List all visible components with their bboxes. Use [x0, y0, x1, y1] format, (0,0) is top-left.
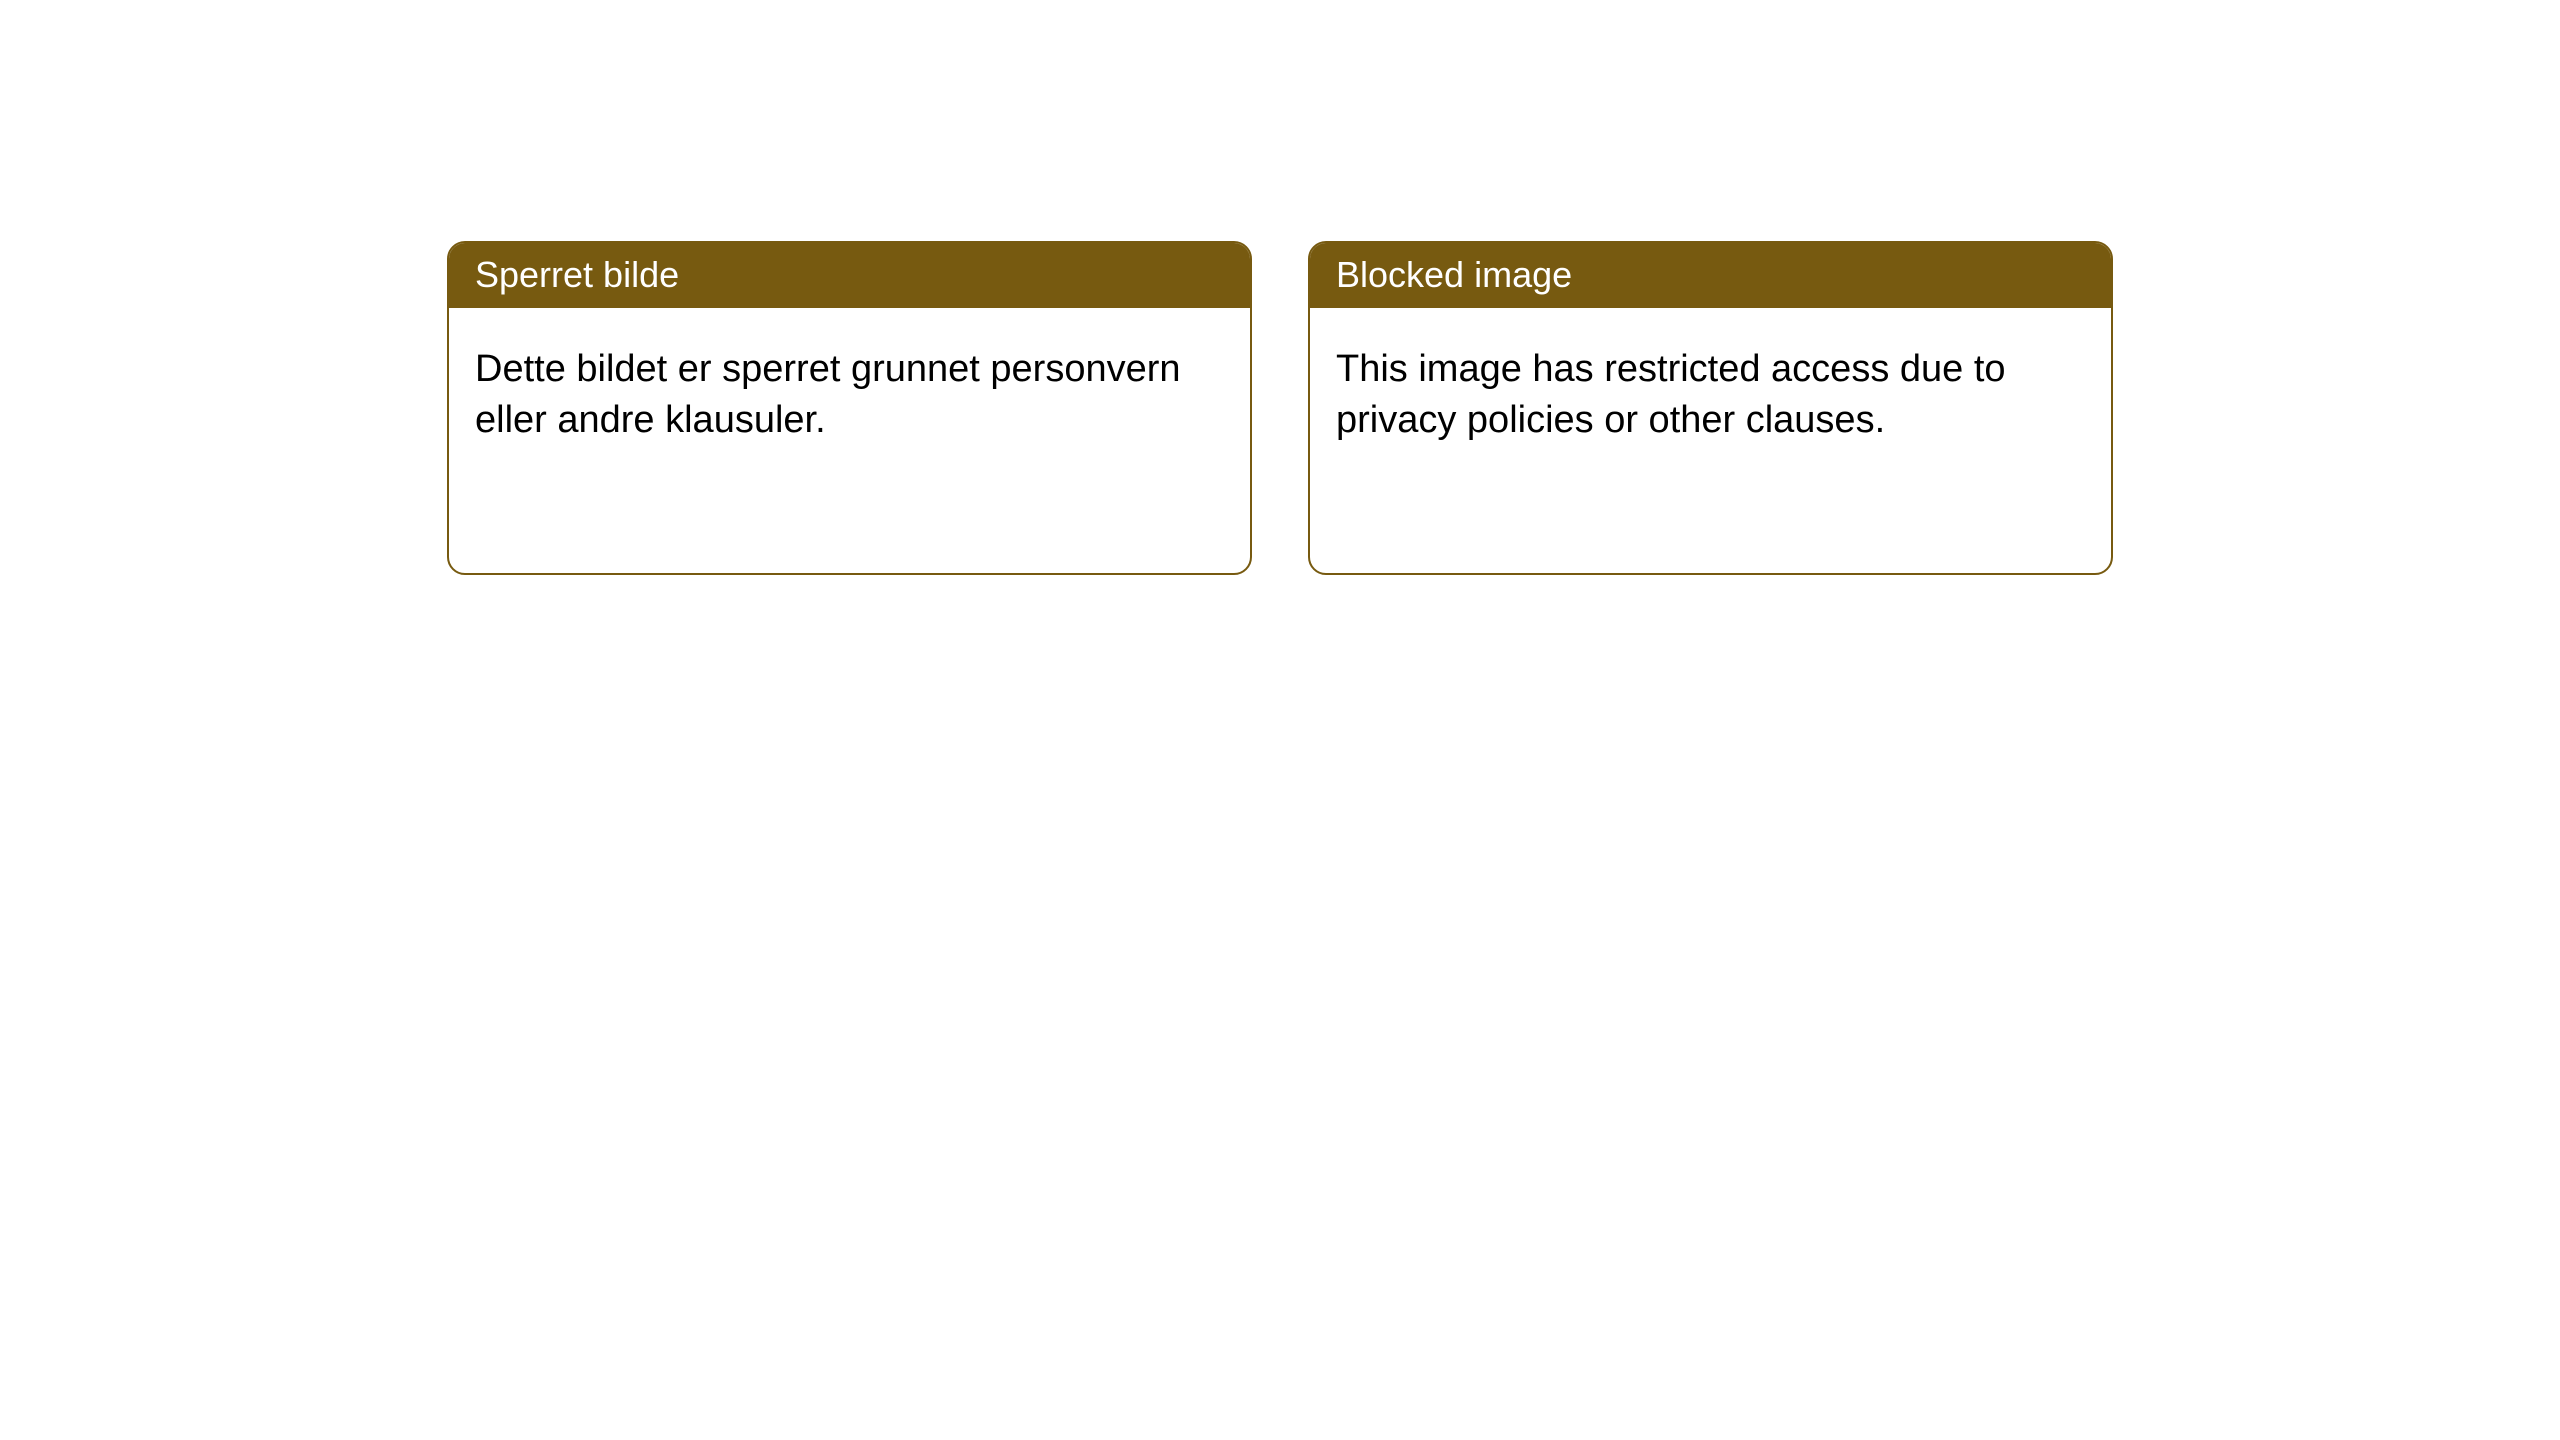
notice-body-norwegian: Dette bildet er sperret grunnet personve…	[449, 308, 1250, 483]
blocked-image-notice-english: Blocked image This image has restricted …	[1308, 241, 2113, 575]
notice-container: Sperret bilde Dette bildet er sperret gr…	[0, 0, 2560, 575]
notice-title-english: Blocked image	[1310, 243, 2111, 308]
notice-title-norwegian: Sperret bilde	[449, 243, 1250, 308]
notice-body-english: This image has restricted access due to …	[1310, 308, 2111, 483]
blocked-image-notice-norwegian: Sperret bilde Dette bildet er sperret gr…	[447, 241, 1252, 575]
